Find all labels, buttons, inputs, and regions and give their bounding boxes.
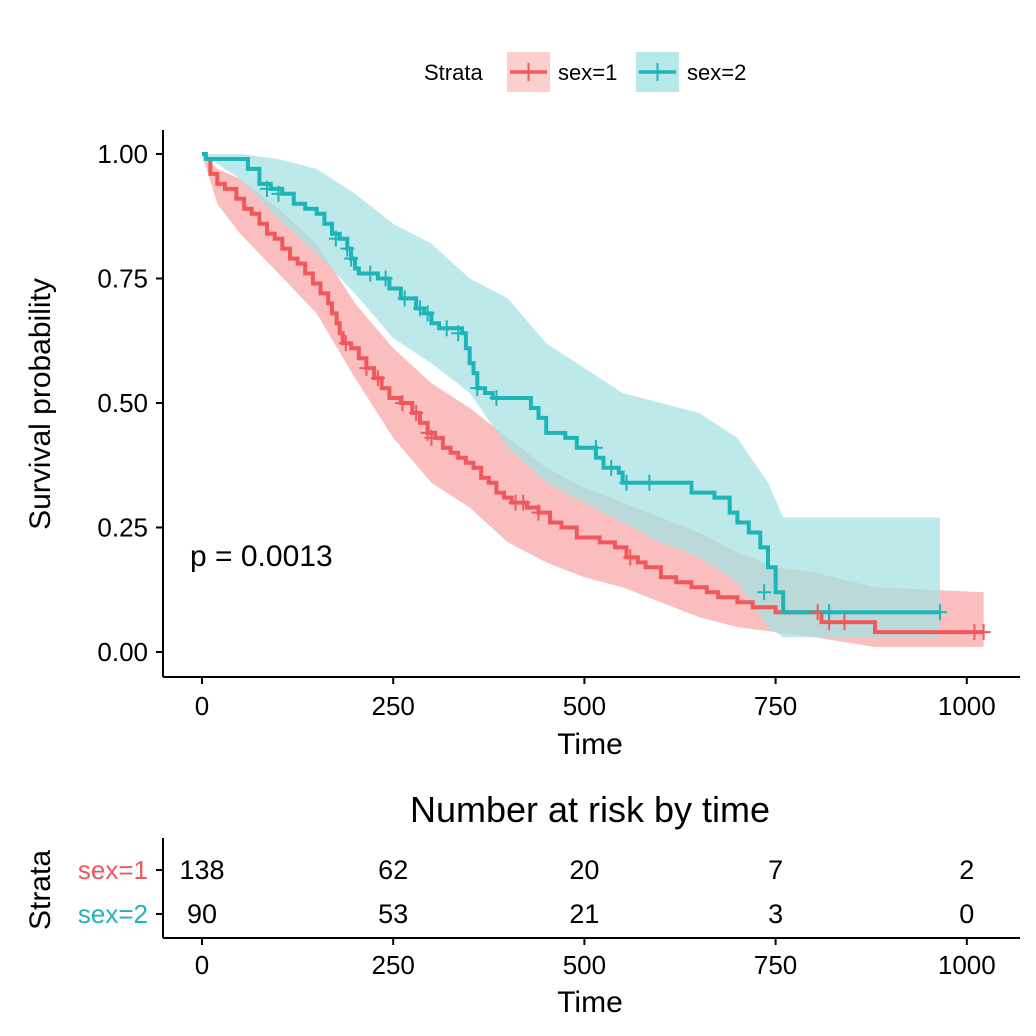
censor-mark-s2-17: [642, 474, 657, 491]
x-tick-label: 1000: [938, 950, 996, 980]
legend: Strata sex=1 sex=2: [424, 52, 746, 92]
censor-mark-s1-10: [623, 549, 638, 566]
censor-mark-s1-8: [516, 494, 531, 511]
risk-x-ticks: 0 250 500 750 1000: [195, 938, 996, 980]
x-tick-label: 750: [754, 950, 797, 980]
censor-mark-s1-4: [409, 404, 424, 421]
censor-mark-s2-18: [757, 584, 772, 601]
censor-mark-s2-10: [439, 320, 454, 337]
censor-mark-s1-0: [338, 335, 353, 352]
y-tick-label: 0.25: [97, 513, 148, 543]
censor-mark-s2-6: [378, 270, 393, 287]
risk-count-2-2: 21: [569, 899, 599, 929]
x-tick-label: 250: [372, 950, 415, 980]
censor-mark-s1-6: [424, 429, 439, 446]
censor-marks: [260, 180, 991, 641]
y-tick-label: 1.00: [97, 139, 148, 169]
legend-label-sex1: sex=1: [558, 60, 617, 85]
censor-mark-s2-1: [271, 185, 286, 202]
risk-y-axis-title: Strata: [24, 850, 57, 930]
risk-count-1-0: 138: [179, 855, 224, 885]
censor-mark-s2-3: [340, 240, 355, 257]
censor-mark-s1-3: [395, 395, 410, 411]
risk-table-title: Number at risk by time: [410, 789, 770, 830]
censor-mark-s1-9: [531, 504, 546, 521]
risk-count-1-2: 20: [569, 855, 599, 885]
censor-mark-s2-0: [260, 180, 275, 197]
x-tick-label: 500: [563, 950, 606, 980]
legend-label-sex2: sex=2: [687, 60, 746, 85]
x-tick-label: 750: [754, 691, 797, 721]
risk-count-2-3: 3: [768, 899, 783, 929]
censor-mark-s1-15: [976, 624, 991, 641]
x-tick-label: 250: [372, 691, 415, 721]
y-tick-label: 0.75: [97, 264, 148, 294]
survival-curve-2: [202, 152, 940, 615]
censor-mark-s2-16: [619, 474, 634, 491]
survival-plot: 0.00 0.25 0.50 0.75 1.00 0 250 500 750 1000 Time…: [24, 130, 1020, 761]
censor-mark-s2-7: [397, 290, 412, 307]
censor-mark-s1-1: [359, 360, 374, 377]
x-axis-title: Time: [557, 728, 623, 761]
censor-mark-s1-13: [837, 614, 852, 631]
y-tick-label: 0.50: [97, 388, 148, 418]
censor-mark-s2-20: [933, 604, 948, 621]
y-tick-label: 0.00: [97, 637, 148, 667]
risk-count-2-4: 0: [959, 899, 974, 929]
y-ticks: 0.00 0.25 0.50 0.75 1.00: [97, 139, 163, 667]
censor-mark-s2-9: [420, 305, 435, 322]
risk-x-axis-title: Time: [557, 986, 623, 1019]
risk-row-label-2: sex=2: [78, 899, 148, 929]
censor-mark-s1-2: [370, 370, 385, 387]
p-value-annotation: p = 0.0013: [190, 540, 333, 573]
risk-count-1-1: 62: [378, 855, 408, 885]
x-ticks: 0 250 500 750 1000: [195, 677, 996, 721]
risk-row-label-1: sex=1: [78, 855, 148, 885]
risk-count-2-0: 90: [187, 899, 217, 929]
censor-mark-s2-12: [470, 380, 485, 397]
censor-mark-s2-15: [604, 459, 619, 476]
censor-mark-s2-14: [588, 439, 603, 456]
censor-mark-s2-2: [328, 230, 343, 247]
risk-table: Number at risk by time Strata sex=1 138 62…: [24, 789, 1020, 1019]
censor-mark-s2-19: [822, 604, 837, 621]
x-tick-label: 1000: [938, 691, 996, 721]
risk-count-2-1: 53: [378, 899, 408, 929]
censor-mark-s2-11: [451, 325, 466, 342]
censor-mark-s2-8: [412, 300, 427, 317]
risk-rows: sex=1 138 62 20 7 2 sex=2 90 53 21 3 0: [78, 855, 974, 929]
risk-count-1-4: 2: [959, 855, 974, 885]
risk-count-1-3: 7: [768, 855, 783, 885]
censor-mark-s2-5: [363, 265, 378, 282]
censor-mark-s2-13: [489, 390, 504, 407]
legend-title: Strata: [424, 60, 483, 85]
x-tick-label: 0: [195, 691, 209, 721]
x-tick-label: 500: [563, 691, 606, 721]
x-tick-label: 0: [195, 950, 209, 980]
y-axis-title: Survival probability: [24, 278, 57, 530]
censor-mark-s2-4: [344, 250, 359, 267]
confidence-bands: [202, 154, 984, 647]
